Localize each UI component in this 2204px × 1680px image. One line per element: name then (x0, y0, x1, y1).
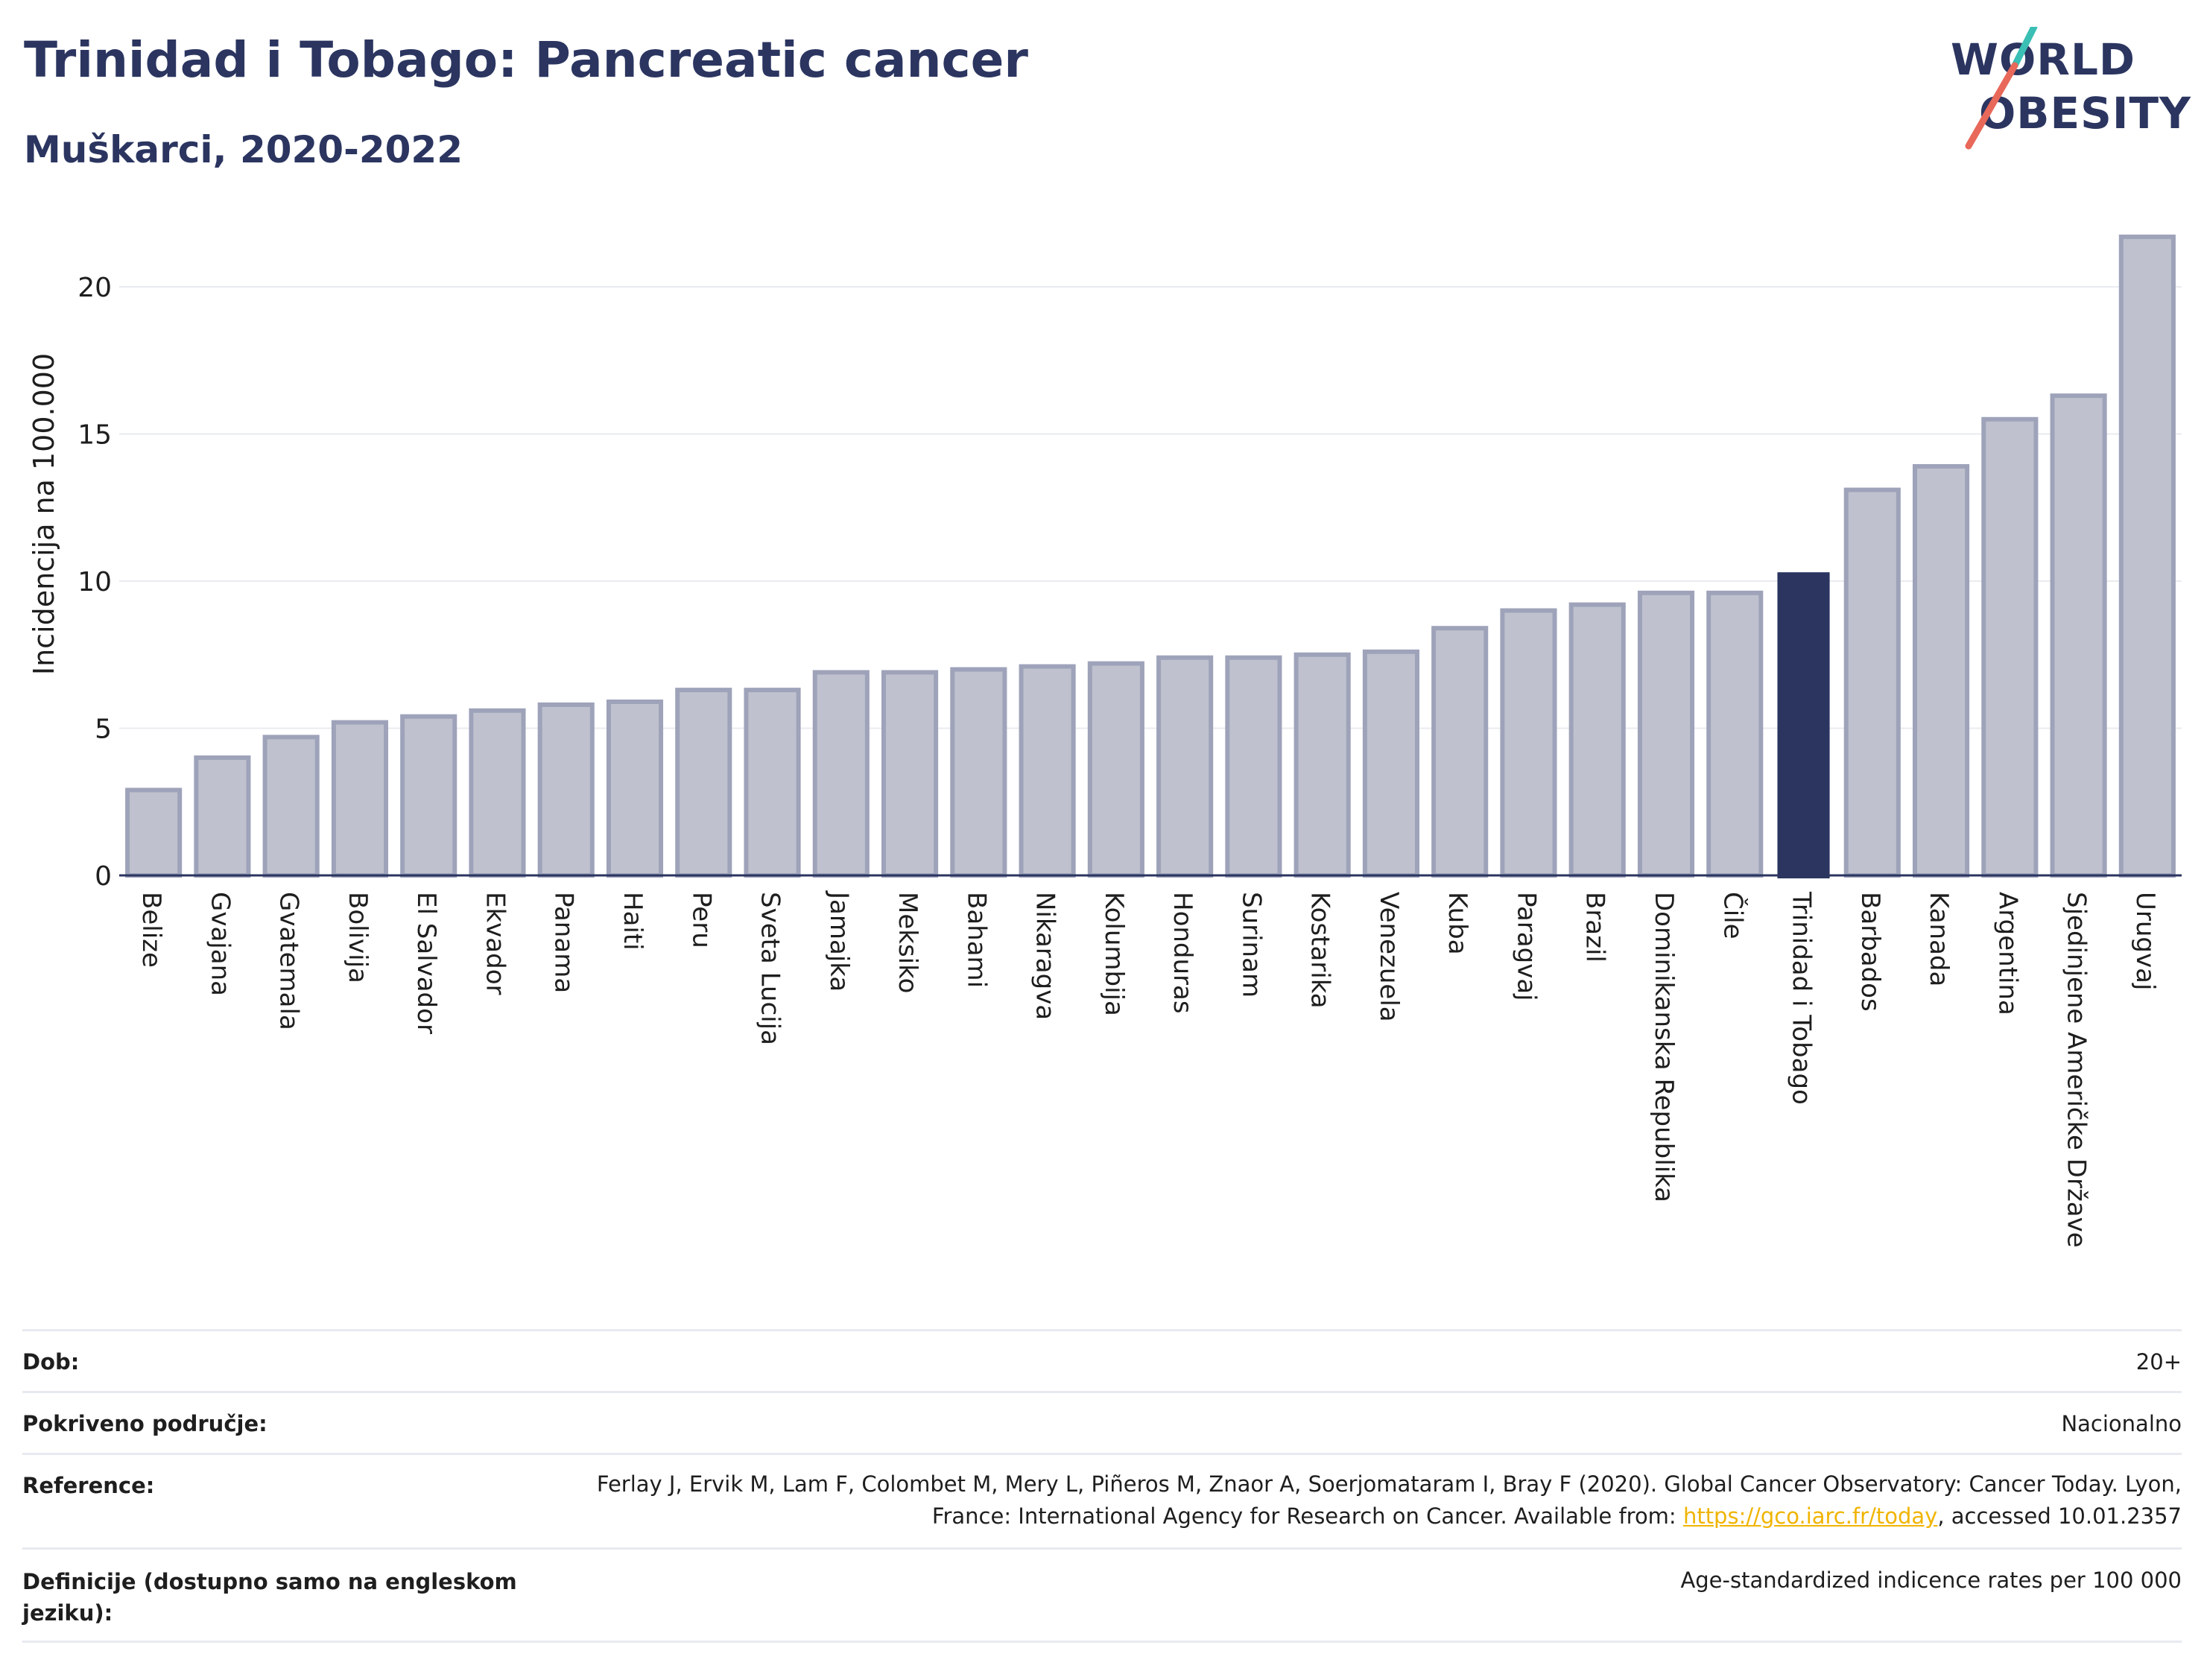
bar (2118, 234, 2176, 878)
footer-bottom-rule (22, 1641, 2182, 1643)
x-tick-label: Sjedinjene Američke Države (2062, 892, 2091, 1248)
bar (2050, 393, 2107, 878)
x-tick-label: Belize (136, 892, 166, 968)
footer-row-coverage: Pokriveno područje: Nacionalno (22, 1391, 2182, 1453)
footer-row-age: Dob: 20+ (22, 1329, 2182, 1391)
x-tick-label: Ekvador (480, 892, 510, 995)
page-title: Trinidad i Tobago: Pancreatic cancer (24, 31, 1028, 89)
footer-table: Dob: 20+ Pokriveno područje: Nacionalno … (22, 1329, 2182, 1643)
bar (1913, 463, 1970, 878)
logo-slash-icon (1965, 27, 2038, 150)
reference-text: Ferlay J, Ervik M, Lam F, Colombet M, Me… (596, 1471, 2182, 1529)
gridlines (119, 286, 2182, 729)
x-tick-label: Kanada (1924, 892, 1954, 986)
bar (537, 702, 595, 878)
bar (606, 699, 664, 878)
bar (1981, 416, 2039, 878)
y-tick-label: 20 (77, 273, 112, 303)
x-tick-label: Paragvaj (1511, 892, 1541, 1001)
bar (812, 670, 870, 878)
y-tick-label: 0 (95, 861, 112, 892)
x-tick-label: Honduras (1168, 892, 1197, 1014)
bar (400, 714, 457, 878)
x-tick-label: Meksiko (893, 892, 922, 993)
x-tick-label: Panama (549, 892, 579, 993)
bar-chart: 0 5 10 15 20 Belize Gvajana Gvatemala Bolivija El… (28, 234, 2182, 1248)
x-tick-label: Kostarika (1305, 892, 1335, 1009)
x-tick-label: Venezuela (1374, 892, 1404, 1022)
y-tick-label: 15 (77, 420, 112, 451)
footer-label: Definicije (dostupno samo na engleskom j… (22, 1569, 517, 1626)
x-tick-label: Kuba (1443, 892, 1472, 955)
bar (1843, 487, 1901, 878)
x-tick-label: Nikaragva (1030, 892, 1060, 1020)
bar (1225, 655, 1282, 878)
logo-line-2: OBESITY (1979, 88, 2192, 139)
x-tick-label: Čile (1717, 892, 1748, 939)
x-tick-label: Peru (686, 892, 716, 948)
x-tick-label: Bolivija (343, 892, 373, 983)
axes: 0 5 10 15 20 Belize Gvajana Gvatemala Bolivija El… (77, 273, 2182, 1248)
bar (881, 670, 939, 878)
footer-row-reference: Reference: Ferlay J, Ervik M, Lam F, Col… (22, 1453, 2182, 1547)
x-tick-label: Urugvaj (2130, 892, 2160, 990)
x-tick-label: Gvatemala (274, 892, 304, 1030)
footer-row-definitions: Definicije (dostupno samo na engleskom j… (22, 1547, 2182, 1641)
x-tick-label: Brazil (1580, 892, 1610, 963)
bar (194, 755, 251, 878)
bar (469, 708, 526, 878)
x-tick-label: Barbados (1855, 892, 1885, 1012)
footer-label: Pokriveno područje: (22, 1411, 267, 1436)
bar (1019, 664, 1076, 878)
reference-link[interactable]: https://gco.iarc.fr/today (1682, 1503, 1938, 1529)
x-tick-label: Sveta Lucija (756, 892, 785, 1045)
page-subtitle: Muškarci, 2020-2022 (24, 128, 463, 171)
bar (1706, 590, 1764, 878)
logo-line-1: WORLD (1951, 34, 2136, 85)
x-tick-label: Surinam (1236, 892, 1266, 998)
bar (331, 720, 388, 878)
bar (1087, 661, 1144, 878)
footer-label: Reference: (22, 1473, 155, 1498)
world-obesity-logo: WORLD OBESITY (1951, 27, 2191, 153)
bar (1156, 655, 1214, 878)
bar (262, 735, 320, 878)
x-tick-label: Gvajana (205, 892, 235, 996)
bars (125, 234, 2176, 878)
x-tick-label: Jamajka (824, 890, 854, 992)
footer-value: Ferlay J, Ervik M, Lam F, Colombet M, Me… (580, 1455, 2182, 1532)
bar (1293, 652, 1351, 878)
footer-value: 20+ (2135, 1349, 2182, 1375)
x-tick-label: Trinidad i Tobago (1787, 891, 1817, 1105)
footer-label: Dob: (22, 1349, 80, 1375)
bar (125, 787, 183, 878)
x-tick-label: Haiti (618, 892, 647, 951)
y-tick-label: 10 (77, 567, 112, 597)
x-tick-label: El Salvador (411, 892, 441, 1034)
bar (744, 688, 801, 878)
x-tick-label: Bahami (961, 892, 991, 988)
x-tick-label: Kolumbija (1099, 892, 1129, 1016)
bar (1431, 626, 1489, 878)
x-tick-label: Argentina (1992, 892, 2022, 1015)
y-tick-label: 5 (95, 714, 112, 745)
bar (1362, 649, 1419, 878)
bar (1568, 602, 1626, 878)
bar (675, 688, 732, 878)
bar (1500, 608, 1557, 878)
x-tick-label: Dominikanska Republika (1649, 892, 1679, 1202)
bar (1777, 572, 1830, 878)
footer-value: Age-standardized indicence rates per 100… (1680, 1568, 2182, 1593)
y-axis-label: Incidencija na 100.000 (28, 353, 60, 675)
bar (1637, 590, 1695, 878)
reference-accessed: , accessed 10.01.2357 (1937, 1503, 2182, 1529)
footer-value: Nacionalno (2061, 1411, 2182, 1436)
bar (950, 667, 1007, 878)
